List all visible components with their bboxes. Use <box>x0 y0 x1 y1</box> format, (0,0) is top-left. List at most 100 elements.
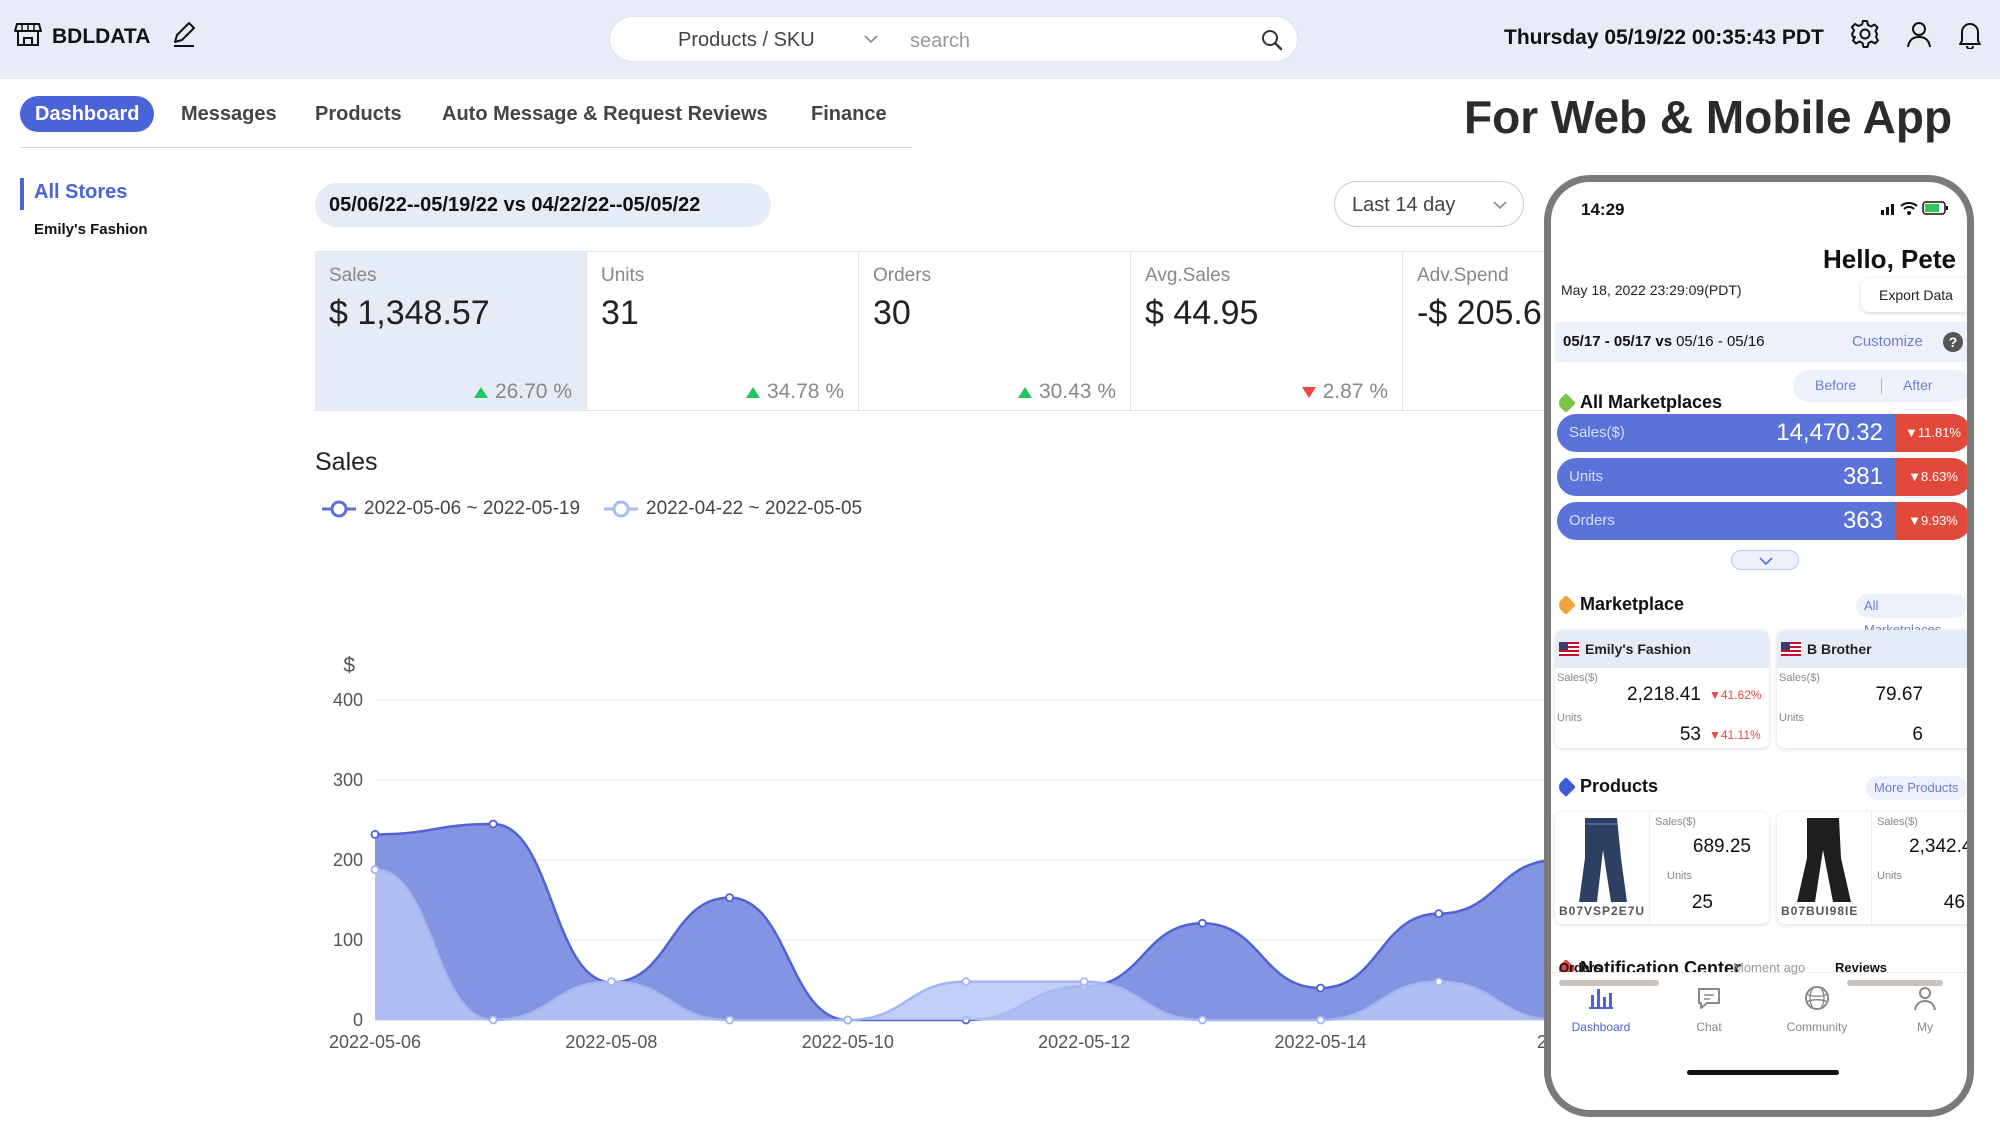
search-icon[interactable] <box>1260 28 1284 57</box>
marketplace-name: B Brother <box>1807 641 1872 657</box>
marketplace-sales: 2,218.41 <box>1627 684 1701 705</box>
marketplace-card[interactable]: Emily's Fashion Sales($) 2,218.41 ▼41.62… <box>1555 630 1769 748</box>
gear-icon[interactable] <box>1850 19 1880 54</box>
customize-link[interactable]: Customize <box>1852 333 1923 350</box>
kpi-value: 30 <box>873 294 911 332</box>
x-tick-label: 2022-05-08 <box>565 1032 657 1052</box>
export-data-button[interactable]: Export Data <box>1861 278 1967 312</box>
metric-label: Orders <box>1569 512 1615 529</box>
product-sales: 2,342.42 <box>1909 836 1973 857</box>
chat-icon <box>1698 988 1720 1009</box>
tab-auto-message[interactable]: Auto Message & Request Reviews <box>442 103 768 125</box>
notification-orders[interactable]: Orders <box>1559 960 1602 975</box>
phone-tab-label: Dashboard <box>1571 1020 1631 1034</box>
kpi-delta: 34.78 % <box>745 380 844 404</box>
kpi-value: $ 44.95 <box>1145 294 1259 332</box>
kpi-card-adv-spend[interactable]: Adv.Spend -$ 205.6 <box>1403 252 1545 410</box>
trend-up-icon <box>1017 386 1032 398</box>
tab-dashboard[interactable]: Dashboard <box>20 96 155 132</box>
main-tabs: Dashboard Messages Products Auto Message… <box>20 96 912 148</box>
brand[interactable]: BDLDATA <box>14 20 198 53</box>
community-icon <box>1805 986 1829 1010</box>
kpi-label: Adv.Spend <box>1417 265 1509 286</box>
y-tick-label: 400 <box>333 690 363 710</box>
metric-change: ▼9.93% <box>1895 502 1967 540</box>
user-icon[interactable] <box>1904 19 1934 54</box>
series-previous-point <box>1316 1015 1325 1025</box>
marketplace-card-header: B Brother <box>1777 630 1967 668</box>
series-previous-point <box>606 977 616 987</box>
marketplace-sales-change: ▼41.62% <box>1709 688 1762 702</box>
us-flag-icon <box>1781 642 1801 656</box>
notification-reviews[interactable]: Reviews <box>1835 960 1888 975</box>
x-tick-label: 2022-05-14 <box>1275 1032 1367 1052</box>
kpi-card-orders[interactable]: Orders 30 30.43 % <box>859 252 1131 410</box>
kpi-delta: 30.43 % <box>1017 380 1116 404</box>
greeting: Hello, Pete <box>1823 244 1956 274</box>
user-icon <box>1914 987 1936 1011</box>
y-tick-label: 0 <box>353 1010 363 1030</box>
kpi-card-units[interactable]: Units 31 34.78 % <box>587 252 859 410</box>
phone-tab-my[interactable]: My <box>1885 985 1965 1034</box>
mini-label: Sales($) <box>1557 672 1598 684</box>
help-icon[interactable]: ? <box>1943 332 1963 352</box>
trend-down-icon <box>1301 386 1316 398</box>
notification-time: Moment ago <box>1733 960 1806 975</box>
mobile-app-mockup: 14:29 Hello, Pete May 18, 2022 23:29:09(… <box>1544 175 1974 1117</box>
all-marketplaces-link[interactable]: All Marketplaces <box>1856 594 1967 637</box>
sidebar-item-all-stores[interactable]: All Stores <box>34 181 128 203</box>
range-vs: vs <box>1655 333 1673 350</box>
legend-entry-previous[interactable]: 2022-04-22 ~ 2022-05-05 <box>604 498 862 520</box>
chart-legend: 2022-05-06 ~ 2022-05-19 2022-04-22 ~ 202… <box>322 498 876 520</box>
sidebar-item-store[interactable]: Emily's Fashion <box>34 221 148 238</box>
section-products: Products <box>1556 776 1658 797</box>
phone-tab-community[interactable]: Community <box>1777 985 1857 1034</box>
metric-orders[interactable]: Orders 363 ▼9.93% <box>1557 502 1967 540</box>
marketplace-card-header: Emily's Fashion <box>1555 630 1769 668</box>
section-all-marketplaces: All Marketplaces <box>1556 392 1722 413</box>
product-sales: 689.25 <box>1692 836 1751 857</box>
legend-label: 2022-04-22 ~ 2022-05-05 <box>646 498 863 519</box>
date-range-comparison[interactable]: 05/06/22--05/19/22 vs 04/22/22--05/05/22 <box>315 183 771 227</box>
series-previous-point <box>370 865 380 875</box>
phone-tab-dashboard[interactable]: Dashboard <box>1561 985 1641 1034</box>
phone-range-text[interactable]: 05/17 - 05/17 vs 05/16 - 05/16 <box>1563 333 1765 350</box>
marketplace-units: 53 <box>1679 724 1701 745</box>
legend-entry-current[interactable]: 2022-05-06 ~ 2022-05-19 <box>322 498 580 520</box>
toggle-before[interactable]: Before <box>1815 377 1857 393</box>
tab-finance[interactable]: Finance <box>811 103 887 125</box>
metric-units[interactable]: Units 381 ▼8.63% <box>1557 458 1967 496</box>
range-select[interactable]: Last 14 day <box>1334 181 1524 227</box>
toggle-divider <box>1881 378 1882 394</box>
toggle-after[interactable]: After <box>1903 377 1933 393</box>
product-card[interactable]: B07BUI98IE Sales($) 2,342.42 Units 46 <box>1777 812 1973 924</box>
search-scope-select[interactable]: Products / SKU <box>678 29 815 51</box>
bell-icon[interactable] <box>1955 19 1985 54</box>
kpi-value: 31 <box>601 294 639 332</box>
chevron-down-icon[interactable] <box>862 30 880 53</box>
product-units: 25 <box>1691 892 1713 913</box>
product-sku: B07BUI98IE <box>1781 904 1859 918</box>
range-select-value: Last 14 day <box>1352 194 1456 216</box>
marketplace-card[interactable]: B Brother Sales($) 79.67 Units 6 <box>1777 630 1967 748</box>
section-marketplace: Marketplace <box>1556 594 1684 615</box>
status-icons <box>1879 198 1951 223</box>
tab-products[interactable]: Products <box>315 103 402 125</box>
tag-icon <box>1556 392 1576 413</box>
edit-icon[interactable] <box>170 20 198 53</box>
kpi-card-avg-sales[interactable]: Avg.Sales $ 44.95 2.87 % <box>1131 252 1403 410</box>
product-sku: B07VSP2E7U <box>1559 904 1646 918</box>
range-previous: 05/16 - 05/16 <box>1676 333 1765 350</box>
phone-tab-chat[interactable]: Chat <box>1669 985 1749 1034</box>
metric-label: Sales($) <box>1569 424 1625 441</box>
more-products-link[interactable]: More Products <box>1866 776 1967 800</box>
phone-tab-label: My <box>1917 1020 1933 1034</box>
series-current-point <box>1198 918 1207 928</box>
tab-messages[interactable]: Messages <box>181 103 277 125</box>
product-card[interactable]: B07VSP2E7U Sales($) 689.25 Units 25 <box>1555 812 1769 924</box>
expand-button[interactable] <box>1731 550 1799 570</box>
metric-sales[interactable]: Sales($) 14,470.32 ▼11.81% <box>1557 414 1967 452</box>
search-input[interactable]: search <box>910 30 971 52</box>
kpi-card-sales[interactable]: Sales $ 1,348.57 26.70 % <box>315 252 587 410</box>
series-previous-point <box>1198 1015 1207 1025</box>
